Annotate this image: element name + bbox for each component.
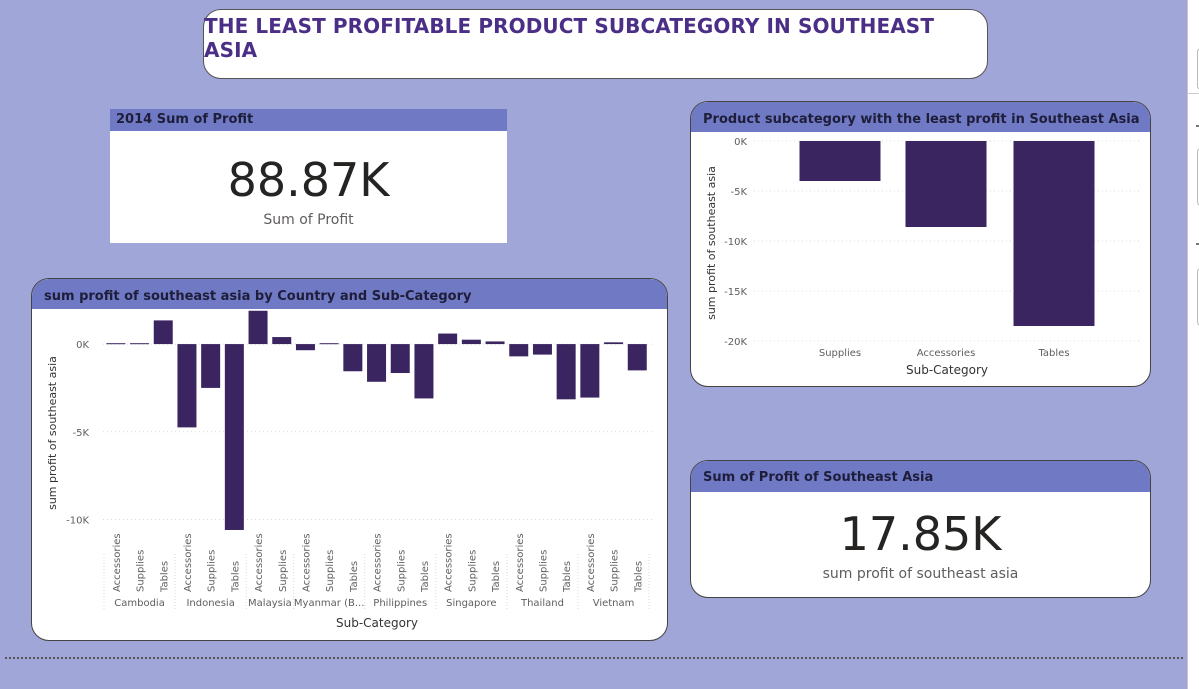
bar bbox=[556, 344, 576, 400]
bar bbox=[905, 141, 987, 227]
x-tick-label: Supplies bbox=[467, 550, 478, 592]
bar bbox=[224, 344, 244, 530]
country-label: Thailand bbox=[520, 598, 564, 609]
x-tick-label: Accessories bbox=[183, 533, 194, 592]
bar bbox=[106, 343, 126, 345]
x-tick-label: Tables bbox=[159, 561, 170, 593]
bar bbox=[627, 344, 647, 371]
x-tick-label: Supplies bbox=[819, 348, 861, 359]
chart-header: Product subcategory with the least profi… bbox=[691, 102, 1150, 132]
bar bbox=[130, 343, 150, 345]
kpi-card-header: 2014 Sum of Profit bbox=[110, 109, 507, 131]
x-tick-label: Accessories bbox=[112, 533, 123, 592]
y-tick-label: -10K bbox=[724, 237, 747, 248]
pane-divider bbox=[1188, 93, 1199, 94]
bar bbox=[461, 339, 481, 345]
kpi-card-header: Sum of Profit of Southeast Asia bbox=[691, 461, 1150, 492]
x-tick-label: Supplies bbox=[538, 550, 549, 592]
chart-header: sum profit of southeast asia by Country … bbox=[32, 279, 667, 309]
y-axis-label: sum profit of southeast asia bbox=[705, 166, 718, 320]
bar bbox=[438, 333, 458, 345]
report-title-box: THE LEAST PROFITABLE PRODUCT SUBCATEGORY… bbox=[203, 9, 988, 79]
bar bbox=[509, 344, 529, 357]
x-tick-label: Supplies bbox=[396, 550, 407, 592]
bar bbox=[177, 344, 197, 428]
y-tick-label: -5K bbox=[72, 428, 89, 439]
bar bbox=[367, 344, 387, 382]
y-tick-label: 0K bbox=[76, 340, 89, 351]
x-tick-label: Supplies bbox=[136, 550, 147, 592]
x-tick-label: Tables bbox=[1037, 348, 1069, 359]
kpi-value: 88.87K bbox=[227, 153, 390, 207]
x-tick-label: Tables bbox=[633, 561, 644, 593]
pane-marker bbox=[1196, 243, 1199, 245]
country-label: Philippines bbox=[373, 598, 427, 609]
y-tick-label: -10K bbox=[66, 515, 89, 526]
chart-card-least-profit[interactable]: Product subcategory with the least profi… bbox=[690, 101, 1151, 387]
country-label: Singapore bbox=[446, 598, 496, 609]
x-axis-label: Sub-Category bbox=[336, 616, 418, 630]
bar bbox=[153, 320, 173, 345]
kpi-card-southeast-asia[interactable]: Sum of Profit of Southeast Asia 17.85K s… bbox=[690, 460, 1151, 598]
x-tick-label: Accessories bbox=[444, 533, 455, 592]
x-axis-label: Sub-Category bbox=[906, 363, 988, 377]
country-label: Myanmar (B... bbox=[294, 598, 364, 609]
bar bbox=[272, 337, 292, 345]
bar bbox=[295, 344, 315, 351]
x-tick-label: Tables bbox=[230, 561, 241, 593]
x-tick-label: Accessories bbox=[254, 533, 265, 592]
country-label: Malaysia bbox=[248, 598, 292, 609]
country-subcategory-bar-chart: 0K -5K -10K sum profit of southeast asia Acc… bbox=[46, 310, 654, 630]
country-label: Indonesia bbox=[186, 598, 234, 609]
y-axis-label: sum profit of southeast asia bbox=[46, 356, 59, 510]
bar bbox=[799, 141, 881, 181]
bar bbox=[485, 341, 505, 345]
page-divider bbox=[5, 657, 1183, 659]
x-tick-label: Supplies bbox=[278, 550, 289, 592]
x-tick-label: Accessories bbox=[373, 533, 384, 592]
kpi-card-2014-profit[interactable]: 2014 Sum of Profit 88.87K Sum of Profit bbox=[110, 109, 507, 243]
country-label: Vietnam bbox=[593, 598, 635, 609]
x-tick-label: Tables bbox=[562, 561, 573, 593]
x-tick-label: Accessories bbox=[301, 533, 312, 592]
bar bbox=[1013, 141, 1095, 326]
x-tick-label: Supplies bbox=[610, 550, 621, 592]
x-tick-label: Supplies bbox=[325, 550, 336, 592]
x-tick-label: Tables bbox=[349, 561, 360, 593]
chart-card-country-subcategory[interactable]: sum profit of southeast asia by Country … bbox=[31, 278, 668, 641]
pane-marker bbox=[1196, 125, 1199, 127]
y-tick-label: -5K bbox=[730, 187, 747, 198]
x-tick-label: Accessories bbox=[586, 533, 597, 592]
x-tick-label: Tables bbox=[420, 561, 431, 593]
bar bbox=[414, 344, 434, 399]
y-tick-label: 0K bbox=[734, 137, 747, 148]
bar bbox=[343, 344, 363, 372]
bar bbox=[390, 344, 410, 374]
bar bbox=[532, 344, 552, 355]
bar bbox=[248, 310, 268, 345]
kpi-value: 17.85K bbox=[839, 507, 1002, 561]
y-tick-label: -15K bbox=[724, 287, 747, 298]
y-tick-label: -20K bbox=[724, 337, 747, 348]
country-label: Cambodia bbox=[114, 598, 165, 609]
x-tick-label: Supplies bbox=[207, 550, 218, 592]
filters-pane-edge[interactable] bbox=[1187, 0, 1199, 689]
bar bbox=[604, 342, 624, 345]
x-tick-label: Accessories bbox=[917, 348, 976, 359]
report-title: THE LEAST PROFITABLE PRODUCT SUBCATEGORY… bbox=[204, 14, 935, 62]
kpi-label: sum profit of southeast asia bbox=[822, 566, 1019, 582]
bar bbox=[580, 344, 600, 398]
kpi-label: Sum of Profit bbox=[263, 212, 354, 228]
bar bbox=[201, 344, 221, 388]
least-profit-bar-chart: 0K -5K -10K -15K -20K sum profit of southeast… bbox=[705, 137, 1139, 377]
bar bbox=[319, 343, 339, 345]
x-tick-label: Accessories bbox=[515, 533, 526, 592]
x-tick-label: Tables bbox=[491, 561, 502, 593]
